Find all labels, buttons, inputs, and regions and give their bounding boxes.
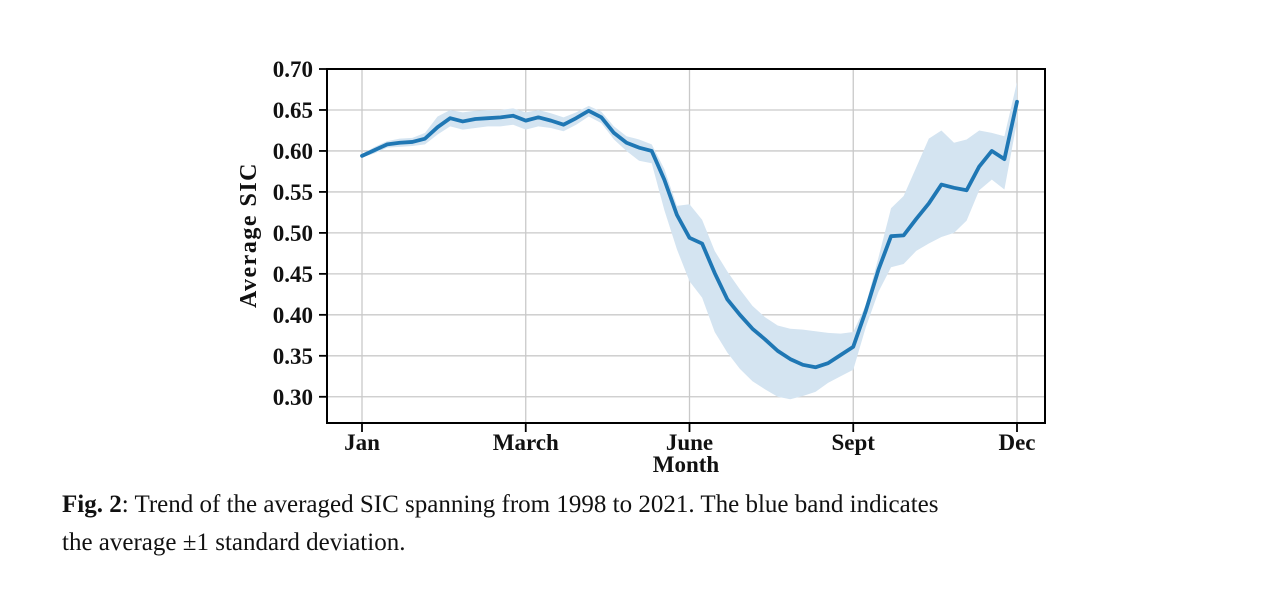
y-axis-title: Average SIC [236,162,262,308]
x-tick-label: Dec [998,430,1035,455]
caption-line2: the average ±1 standard deviation. [62,529,406,556]
x-axis-title: Month [653,452,720,477]
y-tick-label: 0.70 [273,57,313,82]
y-tick-label: 0.40 [273,303,313,328]
trend-line [360,99,1019,370]
caption-fig-label: Fig. 2 [62,491,122,518]
y-tick-label: 0.45 [273,262,313,287]
std-band [362,82,1017,400]
caption-line1: : Trend of the averaged SIC spanning fro… [121,491,939,518]
x-tick-label: Sept [832,430,876,455]
y-tick-label: 0.50 [273,221,313,246]
x-tick-label: Jan [344,430,380,455]
y-tick-label: 0.30 [273,385,313,410]
axes-box [326,68,1046,424]
y-tick-label: 0.60 [273,139,313,164]
y-tick-label: 0.55 [273,180,313,205]
figure-caption: Fig. 2: Trend of the averaged SIC spanni… [62,486,1247,562]
x-tick-label: June [666,430,713,455]
sic-trend-chart: 0.30 0.35 0.40 0.45 0.50 0.55 0.60 0.65 0.70 Jan M… [236,57,1046,477]
x-tick-label: March [493,430,559,455]
y-tick-label: 0.35 [273,344,313,369]
y-tick-label: 0.65 [273,98,313,123]
